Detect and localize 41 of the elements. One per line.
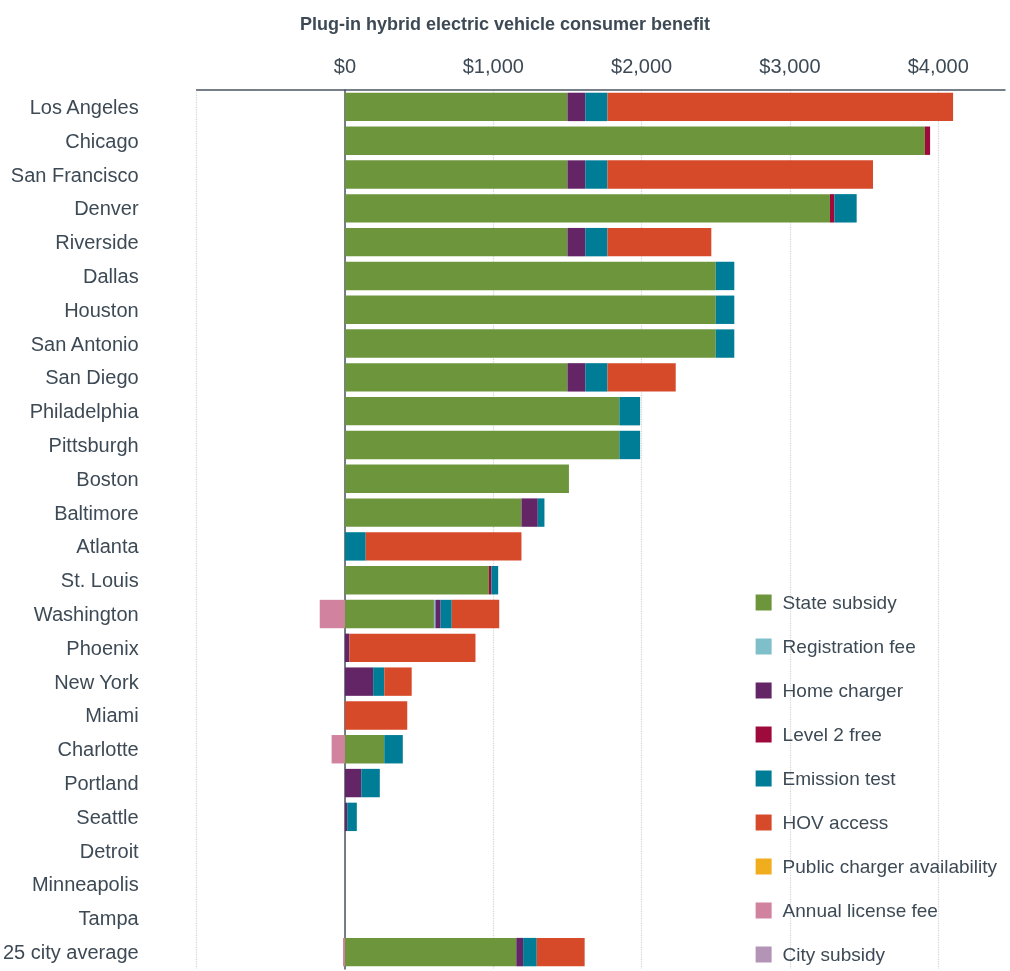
legend-label: Emission test bbox=[782, 768, 897, 789]
y-tick-label: New York bbox=[54, 670, 140, 693]
legend-label: Public charger availability bbox=[782, 856, 998, 877]
legend-label: City subsidy bbox=[782, 944, 886, 965]
legend-label: State subsidy bbox=[782, 592, 898, 613]
x-tick-label: $0 bbox=[333, 55, 357, 77]
y-tick-label: St. Louis bbox=[60, 569, 139, 592]
y-tick-label: Houston bbox=[64, 298, 139, 321]
y-tick-label: San Francisco bbox=[10, 163, 139, 186]
legend-label: HOV access bbox=[782, 812, 889, 833]
y-tick-label: Dallas bbox=[83, 264, 139, 287]
x-tick-label: $1,000 bbox=[462, 55, 524, 77]
y-tick-label: Riverside bbox=[55, 231, 139, 254]
chart-title: Plug-in hybrid electric vehicle consumer benefit bbox=[299, 14, 711, 34]
y-tick-label: Miami bbox=[85, 704, 139, 727]
x-tick-label: $4,000 bbox=[907, 55, 969, 77]
y-tick-label: Philadelphia bbox=[29, 400, 140, 423]
y-tick-label: Chicago bbox=[65, 129, 139, 152]
x-tick-label: $2,000 bbox=[611, 55, 673, 77]
legend-label: Home charger bbox=[782, 680, 904, 701]
legend-label: Level 2 free bbox=[782, 724, 882, 745]
y-tick-label: 25 city average bbox=[2, 941, 139, 964]
y-tick-label: San Antonio bbox=[30, 332, 139, 355]
y-tick-label: Seattle bbox=[76, 805, 139, 828]
y-tick-label: Denver bbox=[74, 197, 139, 220]
x-tick-label: $3,000 bbox=[759, 55, 821, 77]
y-tick-label: Baltimore bbox=[54, 501, 139, 524]
y-tick-label: Los Angeles bbox=[29, 95, 139, 118]
y-tick-label: Charlotte bbox=[57, 738, 139, 761]
y-tick-label: Pittsburgh bbox=[48, 433, 139, 456]
y-tick-label: San Diego bbox=[45, 366, 139, 389]
y-tick-label: Boston bbox=[76, 467, 139, 490]
legend-label: Registration fee bbox=[782, 636, 916, 657]
y-tick-label: Minneapolis bbox=[31, 873, 139, 896]
y-tick-label: Washington bbox=[33, 603, 139, 626]
y-tick-label: Detroit bbox=[79, 839, 140, 862]
y-tick-label: Atlanta bbox=[76, 535, 140, 558]
y-tick-label: Tampa bbox=[78, 907, 140, 930]
y-tick-label: Portland bbox=[64, 772, 139, 795]
legend-label: Annual license fee bbox=[782, 900, 938, 921]
y-tick-label: Phoenix bbox=[66, 636, 139, 659]
